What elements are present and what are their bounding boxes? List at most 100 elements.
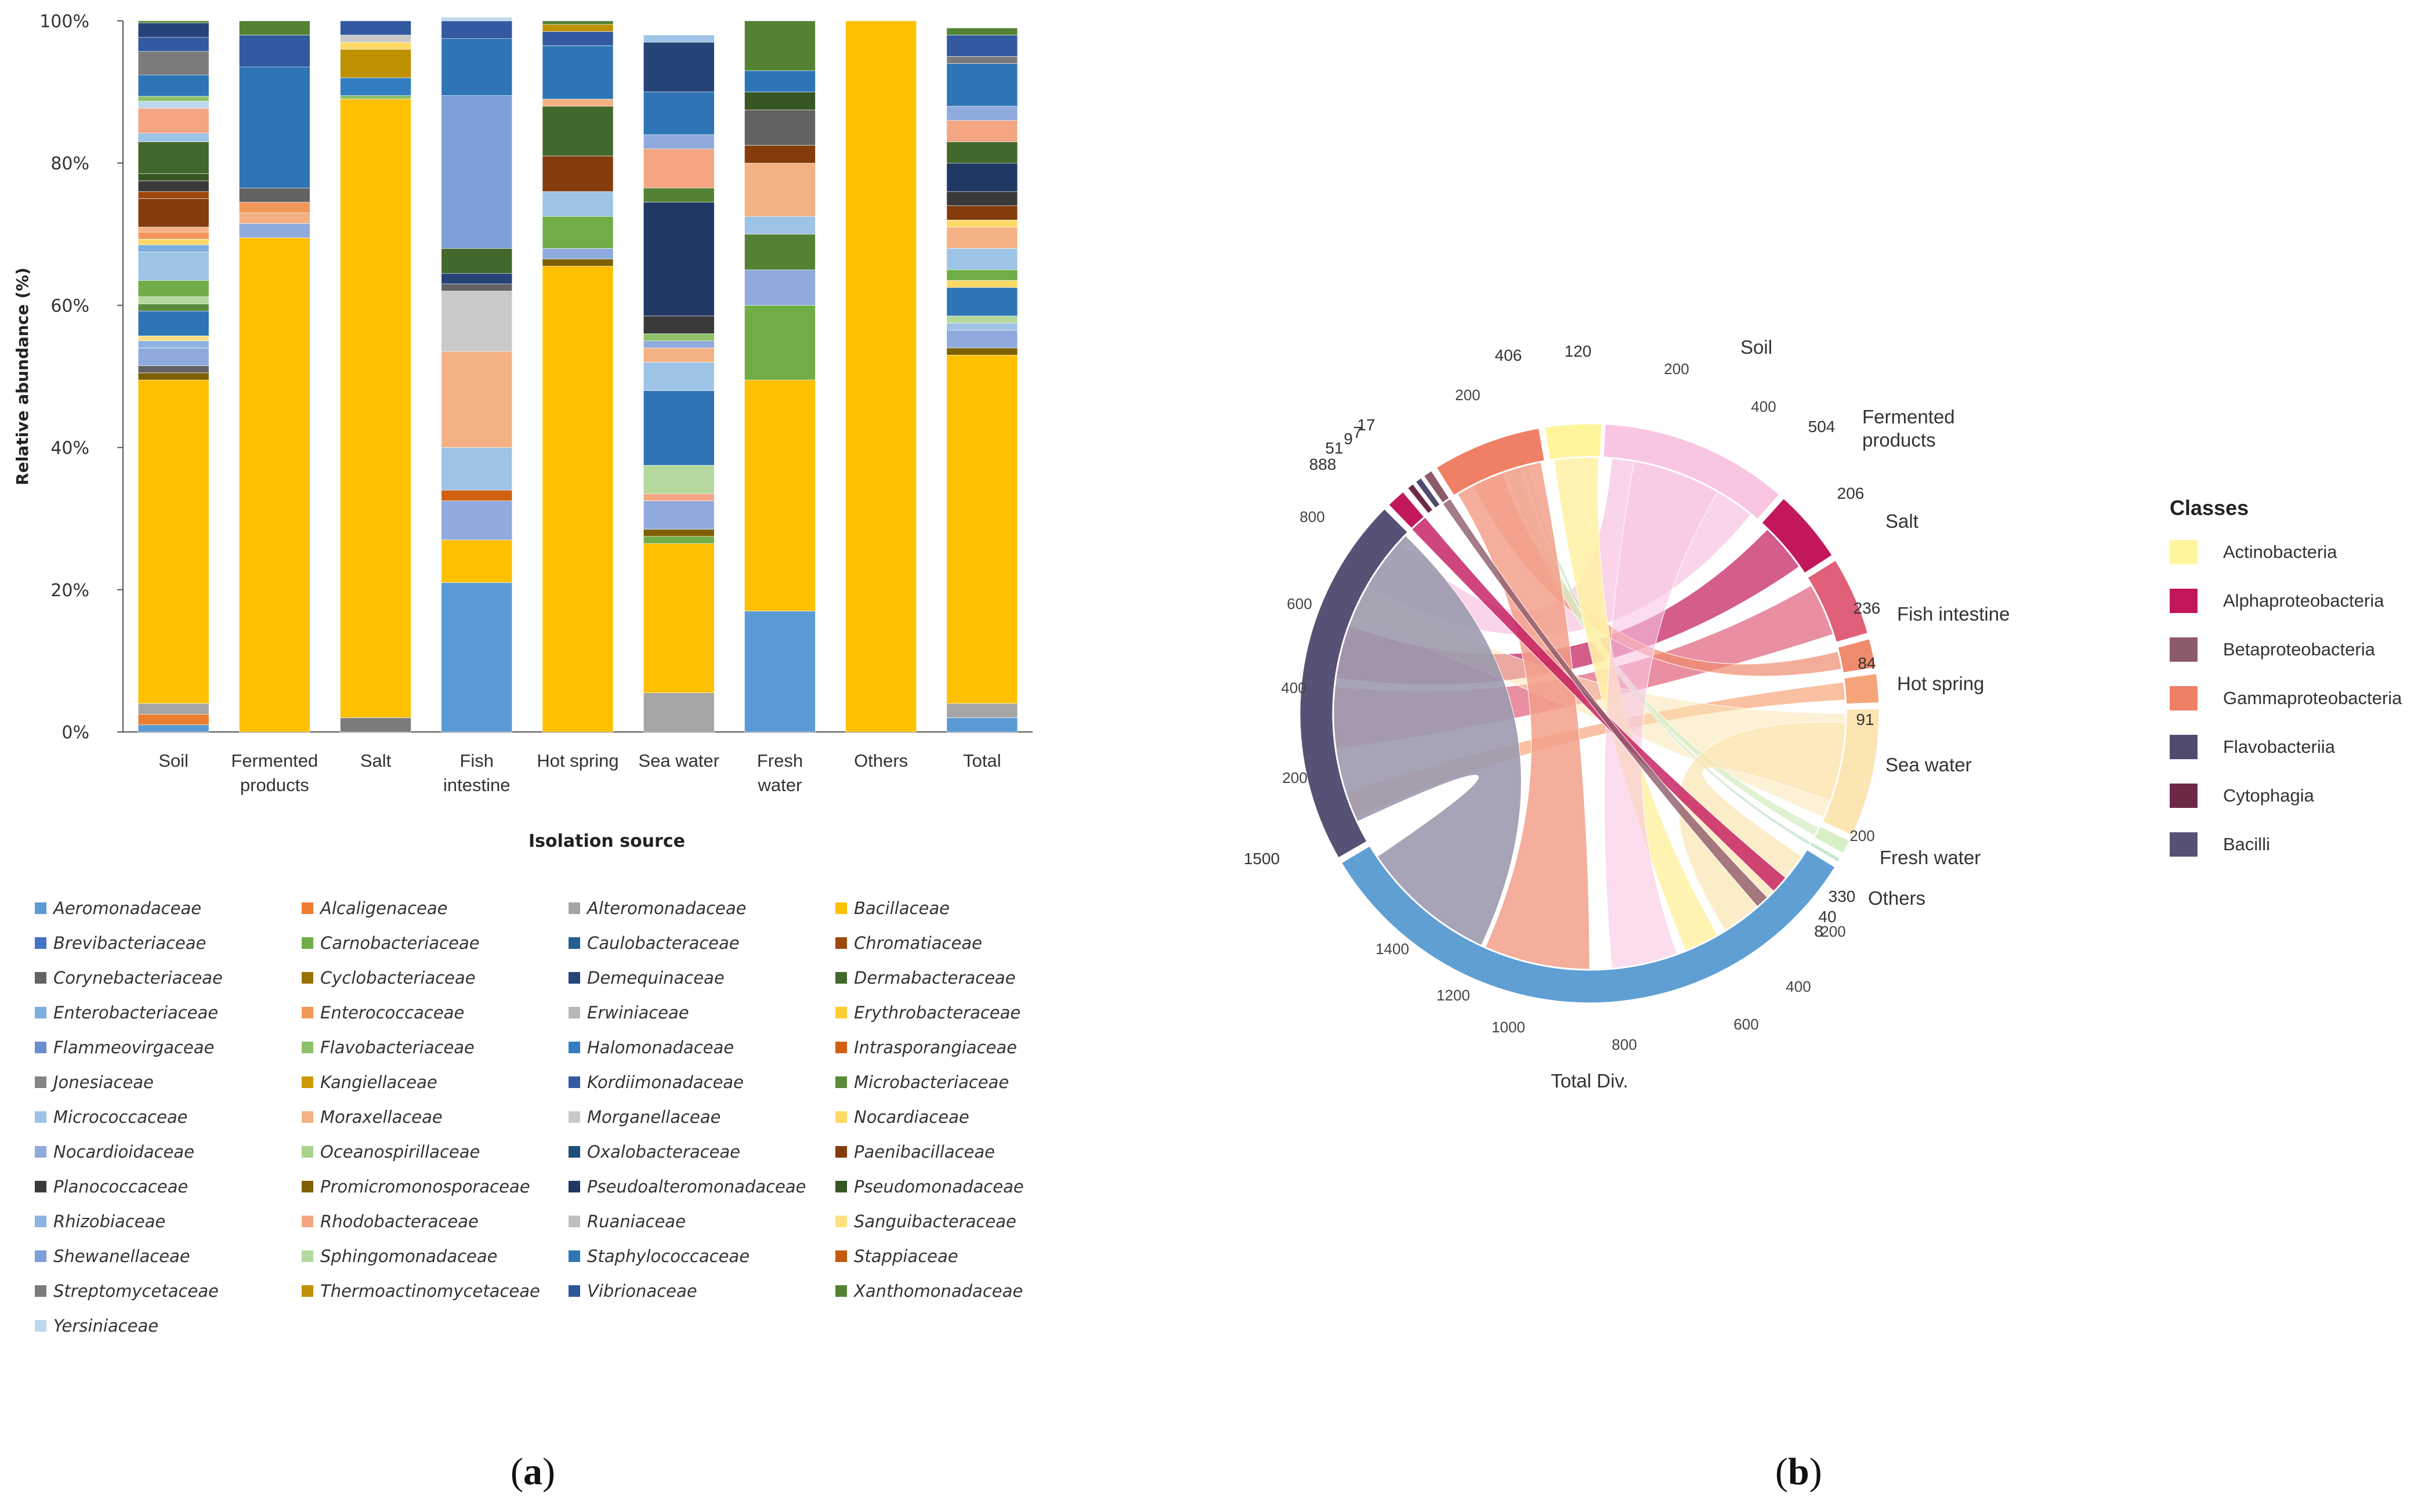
end-value-label: 9 — [1344, 430, 1353, 448]
legend-swatch — [302, 1007, 313, 1018]
legend-swatch — [835, 972, 847, 984]
bar-segment-flavobacteriaceae — [643, 333, 715, 342]
source-label-others: Others — [1868, 887, 1925, 909]
legend-label: Xanthomonadaceae — [854, 1281, 1023, 1301]
legend-item-sphingomonadaceae: Sphingomonadaceae — [302, 1244, 569, 1268]
scale-tick-label: 600 — [1733, 1016, 1758, 1033]
bar-segment-staphylococcaceae — [441, 38, 513, 96]
end-value-label: 888 — [1309, 455, 1337, 473]
bar-segment-carnobacteriaceae — [946, 269, 1018, 281]
legend-swatch — [569, 1216, 580, 1227]
bar-segment-moraxellaceae — [744, 162, 816, 217]
legend-item-oxalobacteraceae: Oxalobacteraceae — [569, 1140, 835, 1164]
source-label-fish-intestine: Fish intestine — [1897, 603, 2010, 625]
source-label-soil: Soil — [1740, 336, 1772, 358]
bar-segment-corynebacteriaceae — [239, 187, 310, 202]
bar-segment-aeromonadaceae — [441, 582, 513, 733]
bar-segment-sphingomonadaceae — [137, 296, 209, 304]
bar-segment-bacillaceae — [643, 543, 715, 693]
legend-swatch — [35, 1111, 46, 1123]
bar-segment-aeromonadaceae — [946, 717, 1018, 733]
bar-segment-enterobacteriaceae — [137, 244, 209, 252]
bar-segment-promicromonosporaceae — [137, 372, 209, 380]
legend-swatch — [302, 1042, 313, 1053]
legend-label: Nocardioidaceae — [53, 1142, 194, 1162]
legend-swatch — [302, 902, 313, 914]
x-tick-label: Fish — [459, 750, 494, 771]
class-legend-item-betaproteobacteria: Betaproteobacteria — [2170, 633, 2425, 666]
bar-segment-staphylococcaceae — [643, 92, 715, 135]
bar-segment-bacillaceae — [845, 20, 917, 733]
legend-label: Streptomycetaceae — [53, 1281, 219, 1301]
bar-segment-carnobacteriaceae — [643, 536, 715, 544]
legend-label: Rhizobiaceae — [53, 1212, 166, 1231]
legend-swatch — [35, 972, 46, 984]
total-div-label: Total Div. — [1551, 1070, 1628, 1092]
legend-label: Flammeovirgaceae — [53, 1038, 215, 1057]
legend-item-morganellaceae: Morganellaceae — [569, 1105, 835, 1129]
legend-label: Micrococcaceae — [53, 1107, 188, 1127]
class-legend-label: Bacilli — [2223, 834, 2270, 854]
bar-segment-morganellaceae — [340, 35, 411, 43]
bar-salt — [340, 20, 411, 733]
legend-item-kangiellaceae: Kangiellaceae — [302, 1070, 569, 1094]
bar-segment-micrococcaceae — [137, 252, 209, 281]
x-tick-label: Fresh — [757, 750, 803, 771]
bar-segment-shewanellaceae — [441, 95, 513, 249]
bar-segment-promicromonosporaceae — [643, 529, 715, 537]
bar-segment-kordiimonadaceae — [542, 31, 614, 46]
legend-label: Shewanellaceae — [53, 1246, 190, 1266]
legend-label: Kordiimonadaceae — [587, 1072, 744, 1092]
legend-item-carnobacteriaceae: Carnobacteriaceae — [302, 931, 569, 955]
source-label-fermented-products: products — [1862, 429, 1936, 451]
x-tick-label: Others — [854, 750, 908, 771]
legend-swatch — [569, 1042, 580, 1053]
legend-item-erythrobacteraceae: Erythrobacteraceae — [835, 1000, 1102, 1025]
legend-label: Alcaligenaceae — [320, 898, 448, 918]
bar-segment-corynebacteriaceae — [441, 284, 513, 292]
legend-label: Flavobacteriaceae — [320, 1038, 475, 1057]
bar-others — [845, 20, 917, 733]
legend-swatch — [569, 1250, 580, 1262]
bar-segment-rhodobacteraceae — [643, 493, 715, 501]
class-arc-bacilli — [1298, 507, 1410, 860]
bar-segment-rhodobacteraceae — [643, 148, 715, 188]
x-axis-label: Isolation source — [528, 831, 685, 851]
bar-segment-staphylococcaceae — [137, 310, 209, 336]
bar-segment-nocardioidaceae — [137, 347, 209, 366]
class-legend-label: Betaproteobacteria — [2223, 639, 2375, 659]
class-legend-label: Gammaproteobacteria — [2223, 688, 2402, 708]
scale-tick-label: 200 — [1664, 360, 1689, 378]
y-tick-label: 60% — [50, 296, 89, 316]
bar-segment-rhodobacteraceae — [137, 108, 209, 134]
bar-segment-nocardiaceae — [137, 239, 209, 245]
bar-segment-moraxellaceae — [441, 351, 513, 448]
source-label-fermented-products: Fermented — [1862, 406, 1955, 427]
legend-swatch — [835, 1285, 847, 1297]
end-value-label: 91 — [1856, 710, 1874, 728]
legend-label: Erwiniaceae — [587, 1003, 689, 1022]
legend-label: Jonesiaceae — [53, 1072, 154, 1092]
legend-swatch — [35, 1250, 46, 1262]
bar-segment-morganellaceae — [441, 291, 513, 352]
bar-segment-xanthomonadaceae — [542, 20, 614, 25]
legend-swatch — [569, 902, 580, 914]
end-value-label: 17 — [1357, 416, 1375, 434]
legend-swatch — [835, 1007, 847, 1018]
bar-segment-xanthomonadaceae — [239, 20, 310, 35]
bar-segment-staphylococcaceae — [542, 45, 614, 100]
class-legend-swatch — [2170, 589, 2198, 613]
legend-item-enterobacteriaceae: Enterobacteriaceae — [35, 1000, 302, 1025]
legend-swatch — [302, 1111, 313, 1123]
end-value-label: 51 — [1325, 439, 1343, 457]
bar-soil — [137, 20, 209, 733]
scale-tick-label: 800 — [1299, 508, 1324, 525]
scale-tick-label: 400 — [1281, 679, 1306, 697]
class-arc-cytophagia — [1387, 490, 1427, 531]
scale-tick-label: 400 — [1751, 398, 1776, 415]
x-tick-label: Fermented — [231, 750, 318, 771]
bar-segment-micrococcaceae — [137, 133, 209, 142]
bar-segment-planococcaceae — [946, 191, 1018, 206]
bar-segment-streptomycetaceae — [340, 717, 411, 733]
legend-label: Rhodobacteraceae — [320, 1212, 479, 1231]
